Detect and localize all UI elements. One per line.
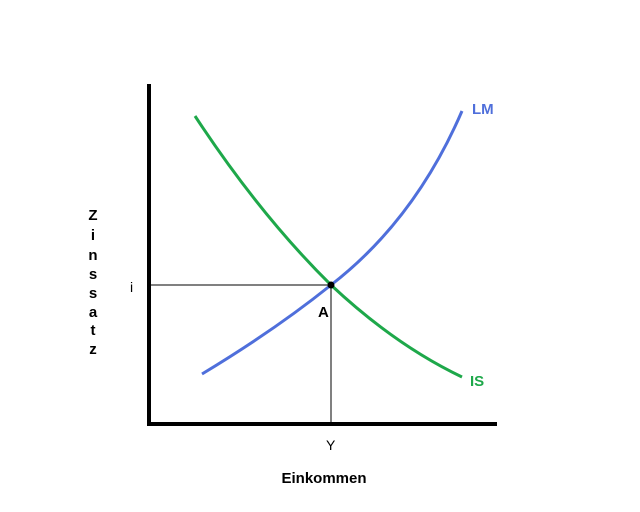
y-axis-title-letter: t — [91, 322, 96, 339]
lm-curve — [201, 110, 464, 376]
y-axis-title-letter: a — [89, 304, 98, 321]
y-axis-title-letter: n — [88, 247, 97, 264]
equilibrium-point — [327, 281, 335, 289]
y-axis-title-letter: s — [89, 266, 97, 283]
is-curve-label: IS — [470, 373, 484, 390]
y-axis-title-letter: s — [89, 285, 97, 302]
lm-curve-label: LM — [472, 101, 494, 118]
y-axis-title-letter: z — [89, 341, 97, 358]
equilibrium-label: A — [318, 304, 329, 321]
is-curve — [193, 115, 463, 379]
y-axis-title-letter: Z — [88, 207, 97, 224]
x-axis-title: Einkommen — [281, 470, 366, 487]
y-marker-label: i — [130, 279, 133, 295]
y-axis-title-letter: i — [91, 227, 95, 244]
y-axis-title: Z i n s s a t z — [88, 207, 97, 358]
x-marker-label: Y — [326, 437, 336, 453]
